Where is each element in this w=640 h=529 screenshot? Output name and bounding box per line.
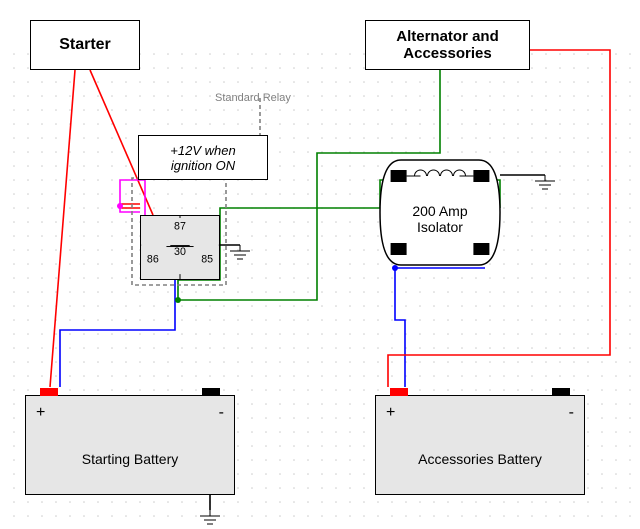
- starter-box: Starter: [30, 20, 140, 70]
- alternator-box: Alternator andAccessories: [365, 20, 530, 70]
- battery-terminal-pos: [40, 388, 58, 396]
- relay-svg: 87 30 86 85: [141, 216, 219, 279]
- starting-battery: + - Starting Battery: [25, 395, 235, 495]
- starter-label: Starter: [59, 36, 111, 54]
- relay-pin-86: 86: [147, 254, 159, 266]
- batt2-minus: -: [569, 404, 574, 422]
- ignition-note-box: +12V whenignition ON: [138, 135, 268, 180]
- ignition-note-label: +12V whenignition ON: [170, 143, 235, 173]
- standard-relay-caption: Standard Relay: [215, 88, 291, 106]
- alternator-label: Alternator andAccessories: [396, 28, 499, 62]
- isolator-label: 200 AmpIsolator: [375, 203, 505, 235]
- batt1-minus: -: [219, 404, 224, 422]
- batt2-plus: +: [386, 404, 395, 422]
- relay-pin-85: 85: [201, 254, 213, 266]
- relay-body: 87 30 86 85: [140, 215, 220, 280]
- battery-terminal-neg: [552, 388, 570, 396]
- batt1-label: Starting Battery: [82, 451, 179, 467]
- standard-relay-caption-text: Standard Relay: [215, 92, 291, 104]
- batt2-label: Accessories Battery: [418, 451, 542, 467]
- relay-pin-87: 87: [174, 221, 186, 233]
- battery-terminal-pos: [390, 388, 408, 396]
- diagram-stage: Starter Alternator andAccessories +12V w…: [0, 0, 640, 529]
- batt1-plus: +: [36, 404, 45, 422]
- accessories-battery: + - Accessories Battery: [375, 395, 585, 495]
- battery-terminal-neg: [202, 388, 220, 396]
- relay-pin-30: 30: [174, 246, 186, 258]
- isolator-body: 200 AmpIsolator: [375, 155, 505, 270]
